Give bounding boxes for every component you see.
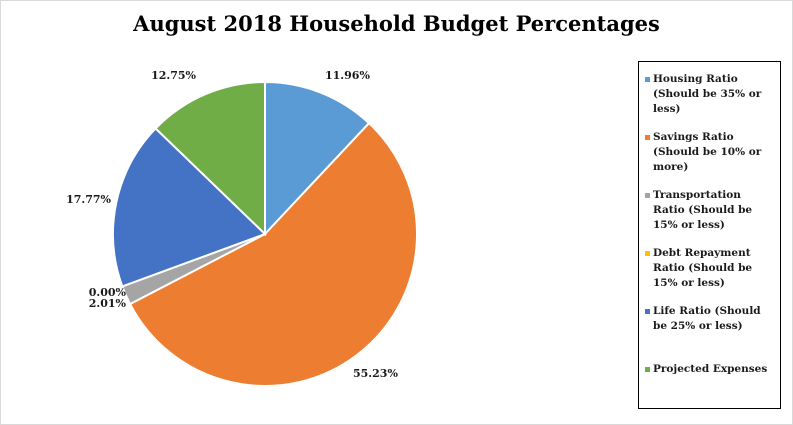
chart-title: August 2018 Household Budget Percentages — [133, 11, 660, 36]
data-label: 11.96% — [325, 69, 370, 82]
legend-label: Savings Ratio (Should be 10% or more) — [653, 131, 762, 173]
legend-label: Debt Repayment Ratio (Should be 15% or l… — [653, 247, 753, 289]
legend-swatch — [645, 309, 650, 314]
data-label: 2.01% — [89, 297, 127, 310]
legend-item: Projected Expenses — [645, 362, 776, 420]
legend-swatch — [645, 251, 650, 256]
legend-item: Savings Ratio (Should be 10% or more) — [645, 130, 776, 188]
data-label: 17.77% — [66, 193, 111, 206]
legend-item: Transportation Ratio (Should be 15% or l… — [645, 188, 776, 246]
pie-slice — [112, 127, 267, 288]
legend-label: Transportation Ratio (Should be 15% or l… — [653, 189, 753, 231]
legend-label: Life Ratio (Should be 25% or less) — [653, 305, 761, 332]
pie-chart: 11.96% 55.23% 2.01%0.00% 17.77% 12.75% — [66, 69, 418, 387]
data-label: 0.00% — [89, 286, 127, 299]
pie-slice — [154, 80, 266, 237]
data-label: 12.75% — [151, 69, 196, 82]
legend-swatch — [645, 135, 650, 140]
data-label: 55.23% — [353, 367, 398, 380]
legend-swatch — [645, 193, 650, 198]
legend-item: Life Ratio (Should be 25% or less) — [645, 304, 776, 362]
legend-item: Debt Repayment Ratio (Should be 15% or l… — [645, 246, 776, 304]
legend-label: Projected Expenses — [653, 363, 768, 375]
legend-label: Housing Ratio (Should be 35% or less) — [653, 73, 762, 115]
legend-item: Housing Ratio (Should be 35% or less) — [645, 72, 776, 130]
pie-slice — [264, 80, 371, 237]
pie-slice — [128, 121, 418, 387]
chart-legend: Housing Ratio (Should be 35% or less) Sav… — [638, 61, 781, 409]
legend-swatch — [645, 367, 650, 372]
legend-swatch — [645, 77, 650, 82]
